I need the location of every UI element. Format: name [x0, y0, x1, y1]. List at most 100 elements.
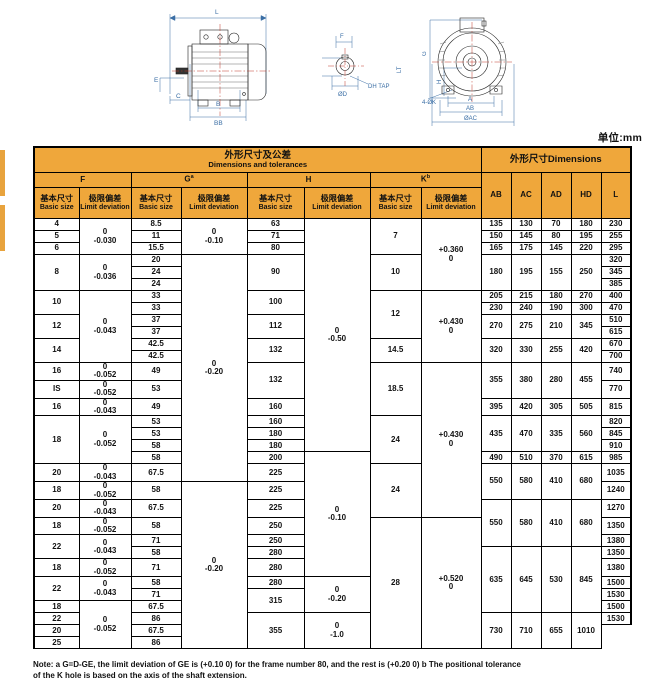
cell-AB: 230: [480, 302, 512, 315]
header-col-AC: AC: [510, 172, 542, 219]
cell-G-basic: 8.5: [130, 218, 182, 231]
cell-AB: 165: [480, 242, 512, 255]
cell-AD: 655: [540, 612, 572, 650]
table-row: 58 200 0 -0.10 490 510 370 615 985: [34, 451, 632, 578]
note-line-1: Note: a G=D-GE, the limit deviation of G…: [33, 660, 521, 669]
header-col-K: Kb: [369, 172, 482, 188]
cell-L: 255: [600, 230, 632, 243]
cell-AB: 320: [480, 338, 512, 363]
dwg-label-E: E: [154, 77, 159, 84]
unit-label: 单位:mm: [597, 132, 642, 144]
cell-H-basic: 280: [246, 558, 305, 578]
cell-L: 1350: [600, 516, 632, 536]
table-row: 20 0 -0.043 67.5 225 550 580 410 680 1270: [33, 498, 632, 548]
cell-G-limit: 0 -0.20: [180, 253, 248, 483]
cell-K-basic: 12: [369, 290, 422, 339]
cell-AD: 180: [540, 290, 572, 303]
dwg-label-H: H: [437, 80, 443, 84]
cell-G-basic: 67.5: [130, 600, 182, 614]
cell-L: 230: [600, 218, 632, 231]
cell-AB: 435: [480, 415, 512, 453]
cell-G-basic: 71: [130, 588, 182, 602]
cell-HD: 455: [570, 362, 602, 399]
cell-AB: 270: [480, 314, 512, 339]
cell-F-basic: 16: [33, 397, 80, 417]
cell-AD: 155: [540, 254, 572, 291]
cell-L: 320: [600, 254, 632, 267]
cell-AC: 380: [510, 362, 542, 399]
dwg-label-4-oK: 4-ØK: [422, 100, 436, 106]
cell-F-limit: 0 -0.043: [78, 290, 132, 363]
header-col-AD: AD: [540, 172, 572, 219]
header-dimensions: 外形尺寸Dimensions: [480, 146, 632, 173]
cell-H-basic: 132: [246, 338, 305, 363]
dwg-label-F: F: [340, 34, 344, 40]
cell-F-basic: 16: [33, 362, 80, 381]
cell-G-basic: 67.5: [130, 498, 182, 518]
dwg-label-G: G: [422, 51, 428, 56]
cell-AC: 510: [510, 451, 542, 465]
cell-AD: 335: [540, 415, 572, 453]
cell-F-basic: 20: [33, 463, 80, 483]
cell-HD: 1010: [570, 612, 602, 650]
cell-AC: 145: [510, 230, 542, 243]
cell-AC: 580: [510, 498, 542, 548]
cell-G-basic: 15.5: [130, 242, 182, 255]
cell-AC: 420: [510, 397, 542, 417]
cell-AB: 395: [480, 397, 512, 417]
dwg-label-LT: LT: [397, 66, 403, 73]
cell-F-limit: 0 -0.052: [78, 516, 132, 536]
cell-G-basic: 67.5: [130, 624, 182, 638]
cell-AD: 255: [540, 338, 572, 363]
cell-AD: 190: [540, 302, 572, 315]
cell-AC: 645: [510, 546, 542, 614]
cell-L: 820: [600, 415, 632, 429]
cell-AB: 635: [480, 546, 512, 614]
cell-G-basic: 53: [130, 427, 182, 441]
cell-F-basic: 4: [33, 218, 80, 231]
cell-F-basic: 18: [33, 481, 80, 500]
cell-G-limit: 0 -0.10: [180, 218, 248, 255]
cell-AC: 275: [510, 314, 542, 339]
cell-L: 770: [600, 379, 632, 399]
table-row: 24 345: [34, 266, 632, 279]
table-note: Note: a G=D-GE, the limit deviation of G…: [33, 660, 633, 682]
dwg-label-C: C: [176, 93, 181, 100]
cell-F-limit: 0 -0.052: [78, 379, 132, 399]
cell-G-basic: 86: [130, 636, 182, 650]
cell-H-limit: 0 -0.20: [303, 576, 371, 614]
cell-K-limit: +0.430 0: [420, 362, 482, 518]
cell-L: 740: [600, 362, 632, 381]
cell-G-basic: 58: [130, 481, 182, 500]
cell-G-basic: 49: [130, 397, 182, 417]
cell-G-basic: 49: [130, 362, 182, 381]
cell-G-basic: 37: [130, 326, 182, 339]
motor-side-view: L E C B BB: [148, 4, 298, 128]
cell-K-basic: 10: [369, 254, 422, 291]
cell-F-basic: 6: [33, 242, 80, 255]
cell-L: 910: [600, 439, 632, 453]
cell-AC: 195: [510, 254, 542, 291]
cell-L: 385: [600, 278, 632, 291]
cell-H-basic: 80: [246, 242, 305, 255]
cell-H-basic: 160: [246, 397, 305, 417]
cell-K-basic: 14.5: [369, 338, 422, 363]
cell-AD: 80: [540, 230, 572, 243]
cell-G-basic: 58: [130, 439, 182, 453]
cell-F-basic: 8: [33, 254, 80, 291]
cell-K-basic: 7: [369, 218, 422, 255]
cell-AC: 330: [510, 338, 542, 363]
header-K-limit: 极限偏差 Limit deviation: [420, 187, 482, 219]
note-line-2: of the K hole is based on the axis of th…: [33, 670, 247, 680]
cell-G-basic: 37: [130, 314, 182, 327]
header-F-basic: 基本尺寸 Basic size: [33, 187, 80, 219]
cell-F-basic: 22: [33, 612, 80, 626]
cell-F-basic: 22: [33, 534, 80, 560]
dwg-label-AB: AB: [466, 106, 474, 112]
cell-F-limit: 0 -0.052: [78, 362, 132, 381]
cell-H-basic: 180: [246, 427, 305, 441]
cell-AC: 580: [510, 463, 542, 500]
dwg-label-oD: ØD: [338, 92, 348, 98]
cell-G-basic: 33: [130, 302, 182, 315]
cell-G-basic: 33: [130, 290, 182, 303]
